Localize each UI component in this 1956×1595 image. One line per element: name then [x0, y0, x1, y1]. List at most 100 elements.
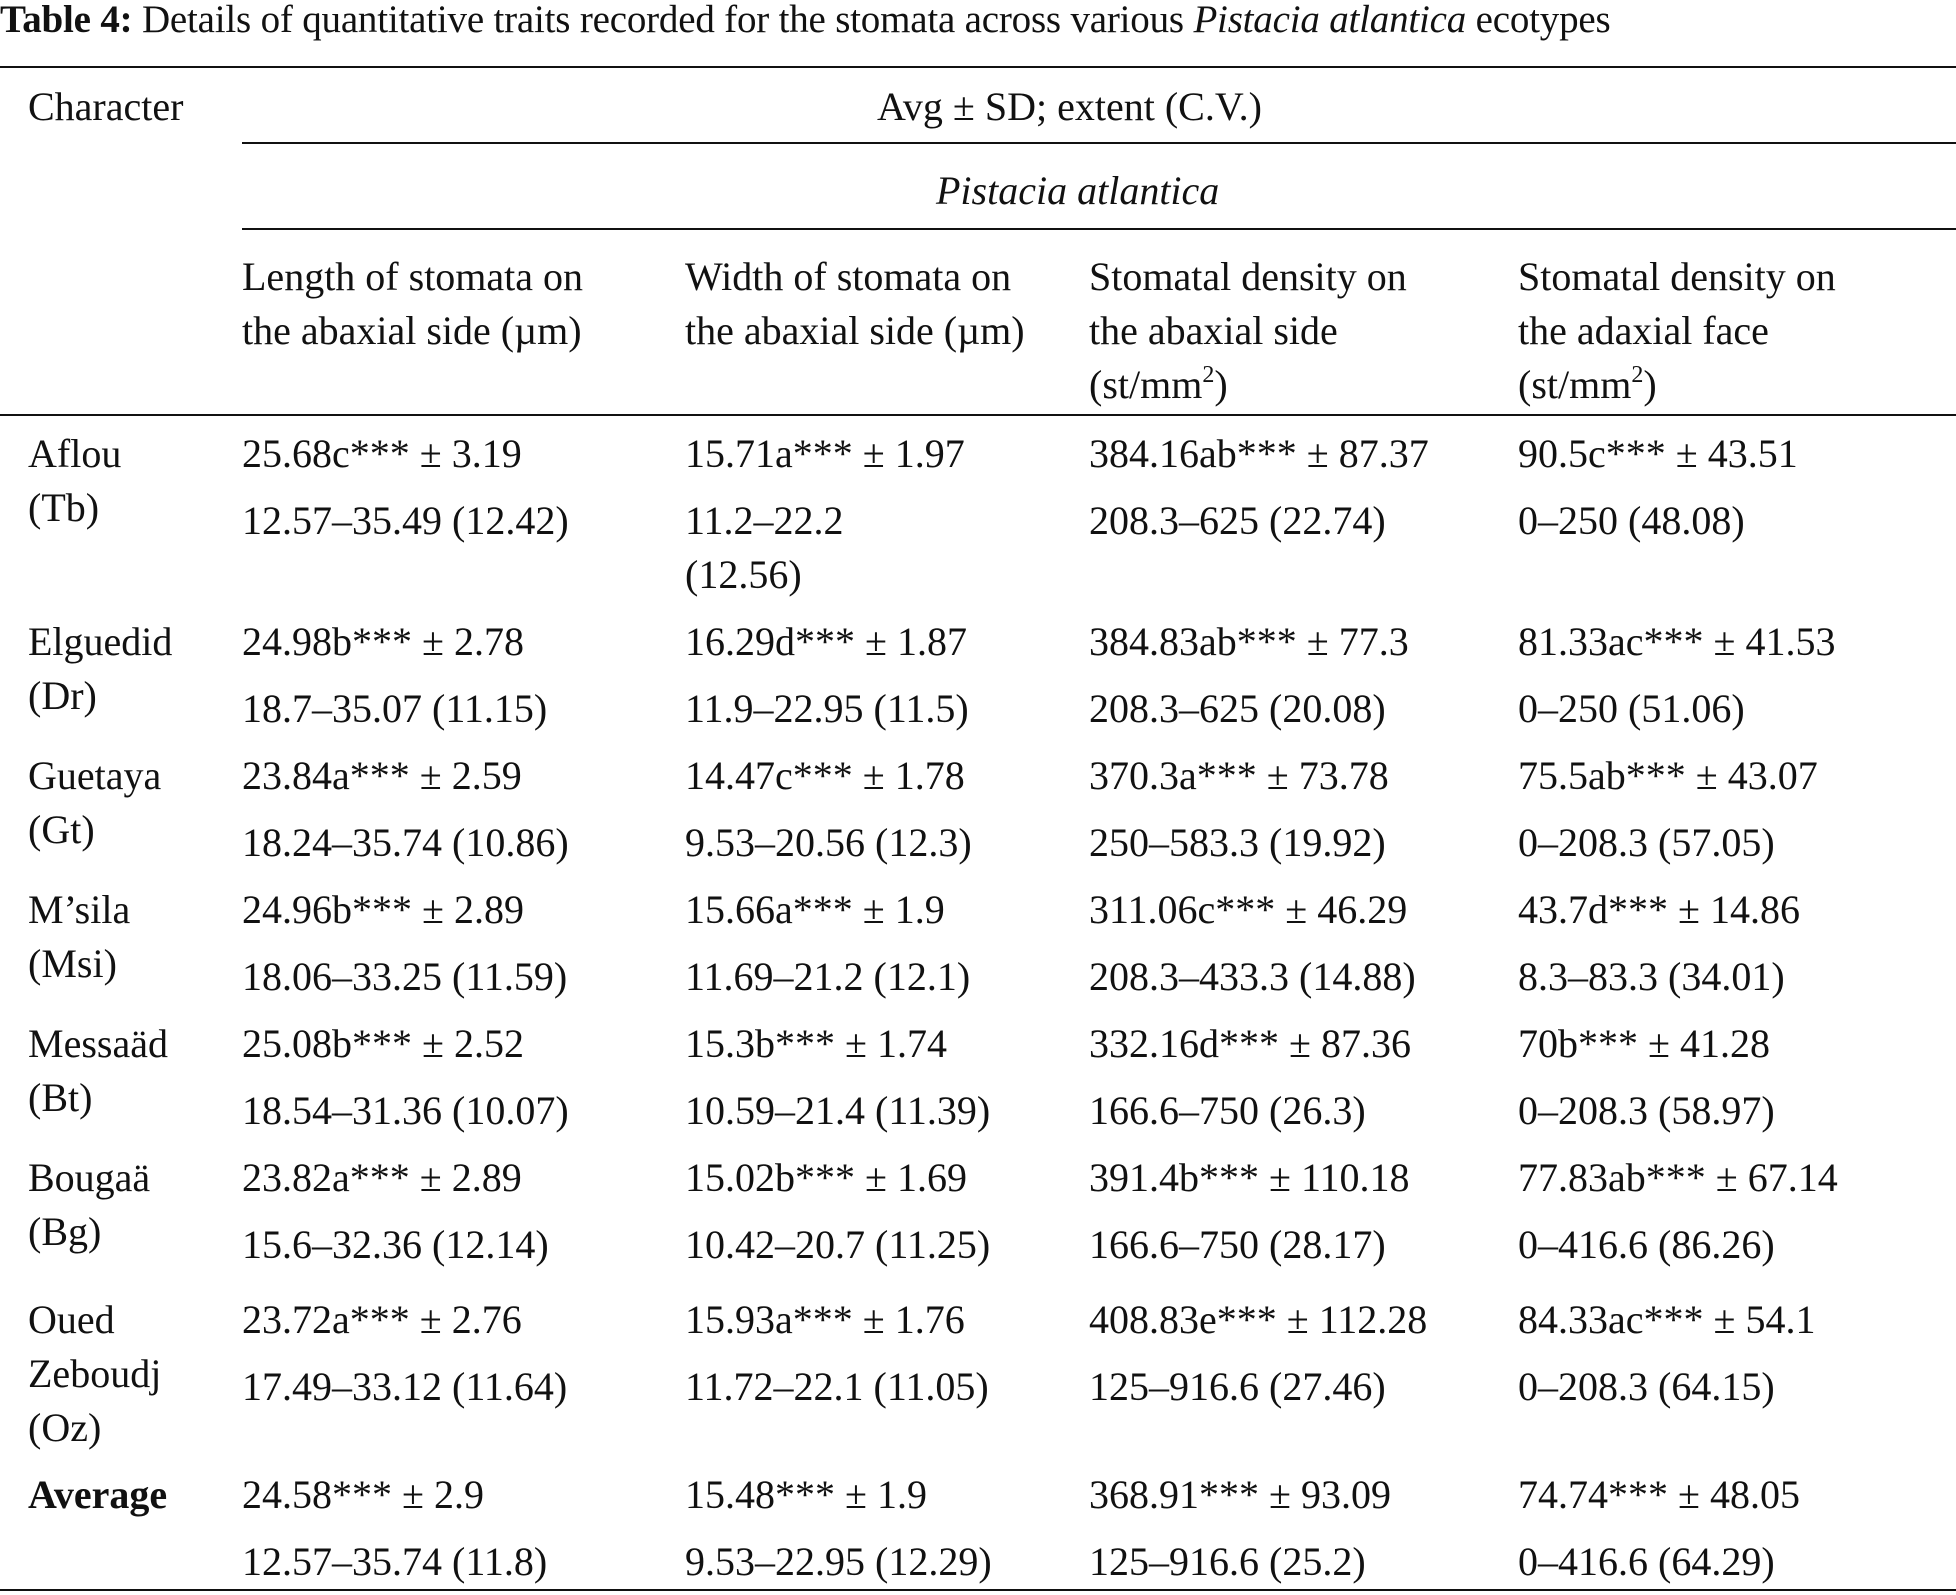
cell-density-abaxial-range: 125–916.6 (27.46) — [1089, 1364, 1386, 1409]
cell-density-adaxial-range: 0–250 (51.06) — [1518, 686, 1745, 731]
row-name-code: (Bg) — [28, 1209, 102, 1254]
row-name-line2: Zeboudj — [28, 1351, 162, 1396]
header-bottom-rule — [0, 414, 1956, 416]
cell-length-range: 15.6–32.36 (12.14) — [242, 1222, 549, 1267]
cell-width-range: 10.59–21.4 (11.39) — [685, 1088, 991, 1133]
header-species: Pistacia atlantica — [936, 168, 1220, 213]
row-name: Aflou — [28, 431, 122, 476]
cell-width-range: 9.53–20.56 (12.3) — [685, 820, 972, 865]
row-name-code: (Bt) — [28, 1075, 93, 1120]
cell-density-abaxial-mean: 384.16ab*** ± 87.37 — [1089, 431, 1429, 476]
cell-length-mean: 24.96b*** ± 2.89 — [242, 887, 524, 932]
cell-density-adaxial-range: 8.3–83.3 (34.01) — [1518, 954, 1785, 999]
cell-width-cv: (12.56) — [685, 552, 802, 597]
row-name: Average — [28, 1472, 168, 1517]
header-col-density-abaxial-line3: (st/mm2) — [1089, 362, 1228, 407]
cell-density-adaxial-mean: 81.33ac*** ± 41.53 — [1518, 619, 1836, 664]
header-col-width-line1: Width of stomata on — [685, 254, 1012, 299]
cell-density-adaxial-mean: 74.74*** ± 48.05 — [1518, 1472, 1800, 1517]
cell-width-range: 11.72–22.1 (11.05) — [685, 1364, 989, 1409]
cell-density-abaxial-range: 208.3–625 (22.74) — [1089, 498, 1386, 543]
cell-length-range: 18.7–35.07 (11.15) — [242, 686, 548, 731]
cell-density-adaxial-range: 0–416.6 (64.29) — [1518, 1539, 1775, 1584]
cell-density-adaxial-mean: 70b*** ± 41.28 — [1518, 1021, 1770, 1066]
cell-density-abaxial-mean: 332.16d*** ± 87.36 — [1089, 1021, 1411, 1066]
header-col-density-adaxial-line2: the adaxial face — [1518, 308, 1769, 353]
cell-width-range: 11.9–22.95 (11.5) — [685, 686, 969, 731]
cell-width-mean: 16.29d*** ± 1.87 — [685, 619, 967, 664]
cell-density-abaxial-range: 208.3–625 (20.08) — [1089, 686, 1386, 731]
cell-density-adaxial-mean: 90.5c*** ± 43.51 — [1518, 431, 1798, 476]
header-col-density-abaxial-line2: the abaxial side — [1089, 308, 1338, 353]
species-rule — [242, 228, 1956, 230]
header-col-density-abaxial-line1: Stomatal density on — [1089, 254, 1407, 299]
cell-length-mean: 24.58*** ± 2.9 — [242, 1472, 484, 1517]
cell-density-adaxial-mean: 43.7d*** ± 14.86 — [1518, 887, 1800, 932]
cell-width-mean: 15.66a*** ± 1.9 — [685, 887, 945, 932]
header-col-density-adaxial-line1: Stomatal density on — [1518, 254, 1836, 299]
span-rule — [242, 142, 1956, 144]
cell-density-adaxial-range: 0–416.6 (86.26) — [1518, 1222, 1775, 1267]
cell-density-adaxial-mean: 84.33ac*** ± 54.1 — [1518, 1297, 1816, 1342]
cell-width-range: 10.42–20.7 (11.25) — [685, 1222, 991, 1267]
cell-length-range: 12.57–35.74 (11.8) — [242, 1539, 548, 1584]
caption-text: Details of quantitative traits recorded … — [141, 0, 1184, 41]
cell-length-mean: 23.72a*** ± 2.76 — [242, 1297, 522, 1342]
cell-length-mean: 25.08b*** ± 2.52 — [242, 1021, 524, 1066]
cell-density-abaxial-range: 166.6–750 (26.3) — [1089, 1088, 1366, 1133]
row-name: Oued — [28, 1297, 115, 1342]
caption-species: Pistacia atlantica — [1193, 0, 1467, 41]
header-span-title: Avg ± SD; extent (C.V.) — [877, 84, 1262, 129]
cell-width-range: 11.69–21.2 (12.1) — [685, 954, 971, 999]
cell-length-range: 17.49–33.12 (11.64) — [242, 1364, 568, 1409]
cell-density-abaxial-mean: 391.4b*** ± 110.18 — [1089, 1155, 1410, 1200]
cell-length-range: 12.57–35.49 (12.42) — [242, 498, 569, 543]
cell-width-range: 11.2–22.2 — [685, 498, 844, 543]
cell-density-abaxial-mean: 370.3a*** ± 73.78 — [1089, 753, 1389, 798]
row-name: Elguedid — [28, 619, 173, 664]
cell-width-mean: 15.48*** ± 1.9 — [685, 1472, 927, 1517]
caption-label: Table 4: — [0, 0, 133, 41]
cell-length-mean: 25.68c*** ± 3.19 — [242, 431, 522, 476]
cell-density-abaxial-range: 125–916.6 (25.2) — [1089, 1539, 1366, 1584]
header-character: Character — [28, 84, 184, 129]
cell-width-mean: 15.3b*** ± 1.74 — [685, 1021, 947, 1066]
cell-density-adaxial-range: 0–250 (48.08) — [1518, 498, 1745, 543]
bottom-rule — [0, 1589, 1956, 1591]
cell-length-mean: 24.98b*** ± 2.78 — [242, 619, 524, 664]
cell-length-range: 18.24–35.74 (10.86) — [242, 820, 569, 865]
cell-density-adaxial-range: 0–208.3 (58.97) — [1518, 1088, 1775, 1133]
cell-width-mean: 14.47c*** ± 1.78 — [685, 753, 965, 798]
row-name-code: (Gt) — [28, 807, 95, 852]
cell-length-mean: 23.82a*** ± 2.89 — [242, 1155, 522, 1200]
header-col-length-line1: Length of stomata on — [242, 254, 584, 299]
row-name-code: (Tb) — [28, 485, 100, 530]
row-name-code: (Msi) — [28, 941, 117, 986]
header-col-width-line2: the abaxial side (µm) — [685, 308, 1025, 353]
cell-density-abaxial-mean: 368.91*** ± 93.09 — [1089, 1472, 1391, 1517]
cell-density-adaxial-mean: 75.5ab*** ± 43.07 — [1518, 753, 1818, 798]
row-name-code: (Dr) — [28, 673, 97, 718]
cell-density-abaxial-mean: 384.83ab*** ± 77.3 — [1089, 619, 1409, 664]
cell-width-mean: 15.71a*** ± 1.97 — [685, 431, 965, 476]
cell-length-range: 18.54–31.36 (10.07) — [242, 1088, 569, 1133]
cell-density-abaxial-mean: 311.06c*** ± 46.29 — [1089, 887, 1408, 932]
row-name-code: (Oz) — [28, 1405, 102, 1450]
cell-density-adaxial-range: 0–208.3 (57.05) — [1518, 820, 1775, 865]
top-rule — [0, 66, 1956, 68]
table-caption: Table 4: Details of quantitative traits … — [0, 0, 1956, 47]
cell-width-mean: 15.93a*** ± 1.76 — [685, 1297, 965, 1342]
row-name: Bougaä — [28, 1155, 151, 1200]
cell-length-range: 18.06–33.25 (11.59) — [242, 954, 568, 999]
header-col-length-line2: the abaxial side (µm) — [242, 308, 582, 353]
cell-width-mean: 15.02b*** ± 1.69 — [685, 1155, 967, 1200]
row-name: Messaäd — [28, 1021, 168, 1066]
header-col-density-adaxial-line3: (st/mm2) — [1518, 362, 1657, 407]
cell-width-range: 9.53–22.95 (12.29) — [685, 1539, 992, 1584]
cell-density-abaxial-mean: 408.83e*** ± 112.28 — [1089, 1297, 1428, 1342]
row-name: M’sila — [28, 887, 131, 932]
caption-text-end: ecotypes — [1475, 0, 1611, 41]
row-name: Guetaya — [28, 753, 162, 798]
cell-density-adaxial-range: 0–208.3 (64.15) — [1518, 1364, 1775, 1409]
